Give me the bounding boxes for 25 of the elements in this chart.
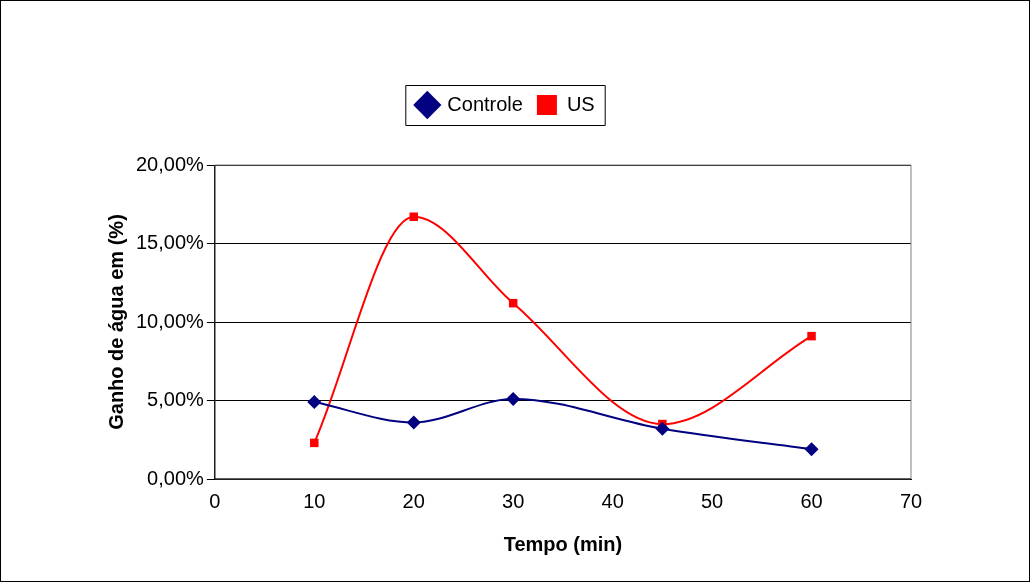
x-tick-label: 0 [209, 489, 221, 512]
point [307, 395, 322, 410]
point [804, 442, 819, 457]
y-tick-label: 5,00% [147, 388, 205, 411]
y-axis-title: Ganho de água em (%) [104, 214, 127, 430]
point [409, 212, 418, 222]
x-tick-label: 70 [899, 489, 923, 512]
legend-label: US [566, 92, 595, 115]
x-tick-label: 30 [502, 489, 525, 512]
point [807, 331, 816, 341]
x-tick-label: 20 [402, 489, 425, 512]
y-tick-label: 20,00% [135, 152, 205, 175]
point [406, 415, 421, 430]
point [655, 421, 670, 436]
x-tick-label: 60 [800, 489, 823, 512]
x-axis-title: Tempo (min) [503, 532, 623, 555]
legend-label: Controle [447, 92, 523, 115]
y-tick-label: 15,00% [135, 231, 205, 254]
x-tick-label: 40 [601, 489, 624, 512]
x-tick-label: 50 [700, 489, 724, 512]
point [506, 391, 521, 406]
y-tick-label: 10,00% [135, 309, 205, 332]
x-tick-label: 10 [303, 489, 326, 512]
point [310, 438, 319, 448]
y-tick-label: 0,00% [147, 466, 205, 489]
